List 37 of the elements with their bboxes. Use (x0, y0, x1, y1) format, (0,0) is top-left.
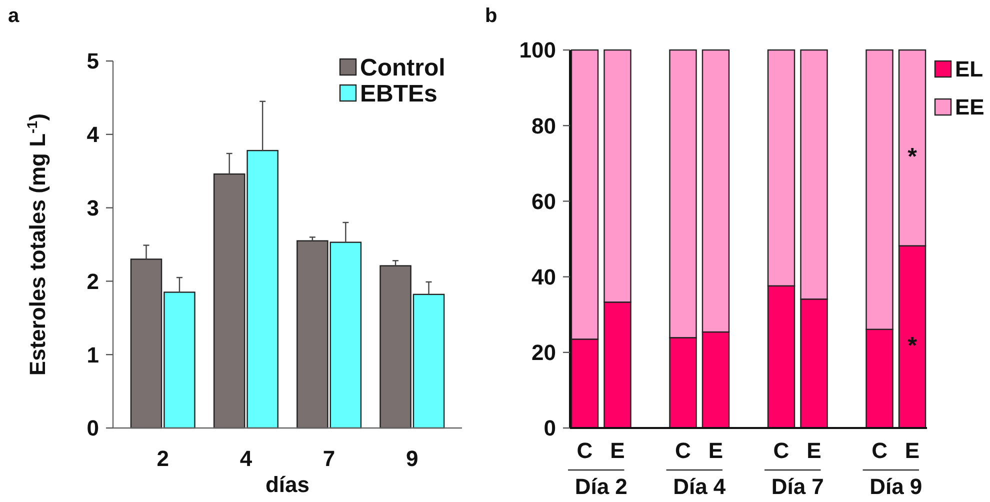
y-tick-label: 40 (532, 264, 556, 290)
text: Día 2 (574, 474, 628, 499)
x-tick-label: E (708, 438, 724, 463)
x-tick-label: 7 (322, 446, 336, 471)
text: Día 7 (771, 474, 824, 499)
y-tick-label: 60 (532, 188, 556, 214)
legend-label: Control (360, 54, 446, 82)
y-tick-label: 20 (532, 340, 556, 366)
annotation: * (908, 144, 918, 171)
chart-title: a (8, 5, 20, 27)
legend-label: EBTEs (360, 80, 438, 108)
y-tick-label: 0 (544, 416, 556, 441)
x-tick-label: 4 (240, 446, 253, 471)
x-tick-label: 9 (406, 446, 418, 471)
annotation: * (908, 332, 918, 360)
y-tick-label: 80 (532, 113, 556, 138)
y-tick-label: 5 (86, 48, 99, 74)
x-tick-label: E (904, 438, 920, 463)
chart-title: b (485, 5, 498, 27)
x-axis-title: días (265, 472, 310, 497)
y-tick-label: 0 (86, 416, 99, 441)
y-tick-label: 100 (519, 38, 556, 63)
x-tick-label: E (610, 438, 625, 463)
text: Día 9 (870, 474, 922, 499)
legend-label: EL (955, 56, 984, 82)
y-tick-label: 1 (86, 342, 99, 368)
x-tick-label: C (872, 438, 888, 463)
y-tick-label: 4 (86, 122, 100, 148)
text: Día 4 (673, 474, 726, 499)
y-tick-label: 3 (86, 196, 99, 220)
x-tick-label: 2 (156, 446, 169, 471)
x-tick-label: E (806, 438, 822, 463)
x-tick-label: C (576, 438, 593, 463)
legend-label: EE (955, 94, 984, 120)
x-tick-label: C (773, 438, 790, 463)
y-tick-label: 2 (86, 268, 99, 294)
x-tick-label: C (675, 438, 692, 463)
